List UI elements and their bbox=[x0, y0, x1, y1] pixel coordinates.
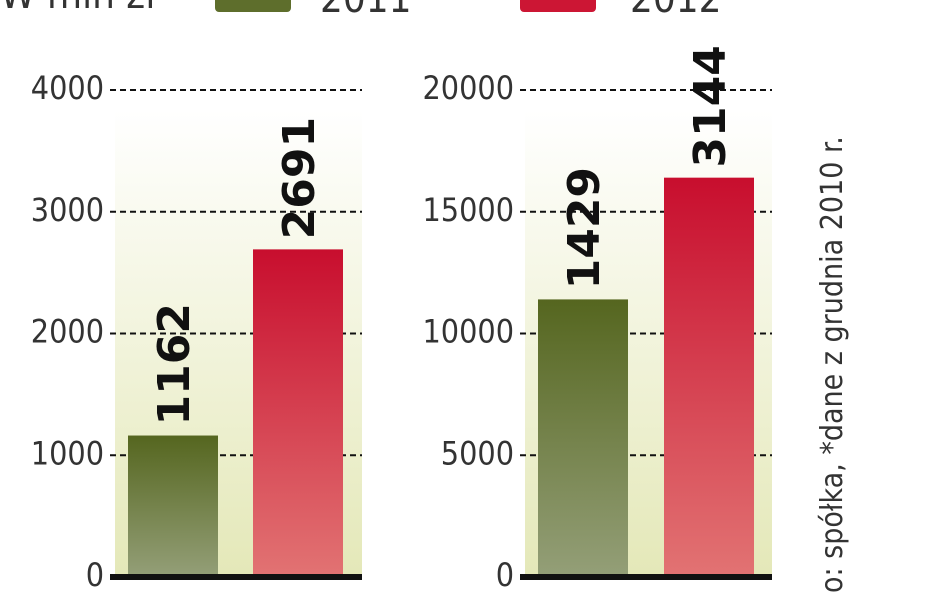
legend-label: 2011 bbox=[320, 0, 412, 22]
value-label: 1429 bbox=[559, 167, 610, 289]
legend-label: 2012 bbox=[630, 0, 722, 22]
source: o: spółka, *dane z grudnia 2010 r. bbox=[815, 136, 850, 593]
bar bbox=[253, 249, 343, 578]
y-tick-label: 10000 bbox=[422, 313, 514, 351]
y-tick-label: 2000 bbox=[31, 313, 104, 351]
y-tick-label: 5000 bbox=[441, 434, 514, 472]
legend-swatch bbox=[520, 0, 596, 12]
bar bbox=[538, 299, 628, 577]
value-label: 1162 bbox=[149, 303, 200, 425]
y-tick-label: 20000 bbox=[422, 69, 514, 107]
y-tick-label: 15000 bbox=[422, 191, 514, 229]
y-tick-label: 4000 bbox=[31, 69, 104, 107]
bar bbox=[664, 177, 754, 577]
value-label: 3144 bbox=[685, 45, 736, 167]
y-tick-label: 0 bbox=[496, 556, 514, 593]
y-tick-label: 0 bbox=[86, 556, 104, 593]
legend-swatch bbox=[215, 0, 291, 12]
y-tick-label: 3000 bbox=[31, 191, 104, 229]
bar bbox=[128, 435, 218, 577]
value-label: 2691 bbox=[274, 117, 325, 239]
y-tick-label: 1000 bbox=[31, 434, 104, 472]
unit: W mln zł bbox=[0, 0, 156, 18]
